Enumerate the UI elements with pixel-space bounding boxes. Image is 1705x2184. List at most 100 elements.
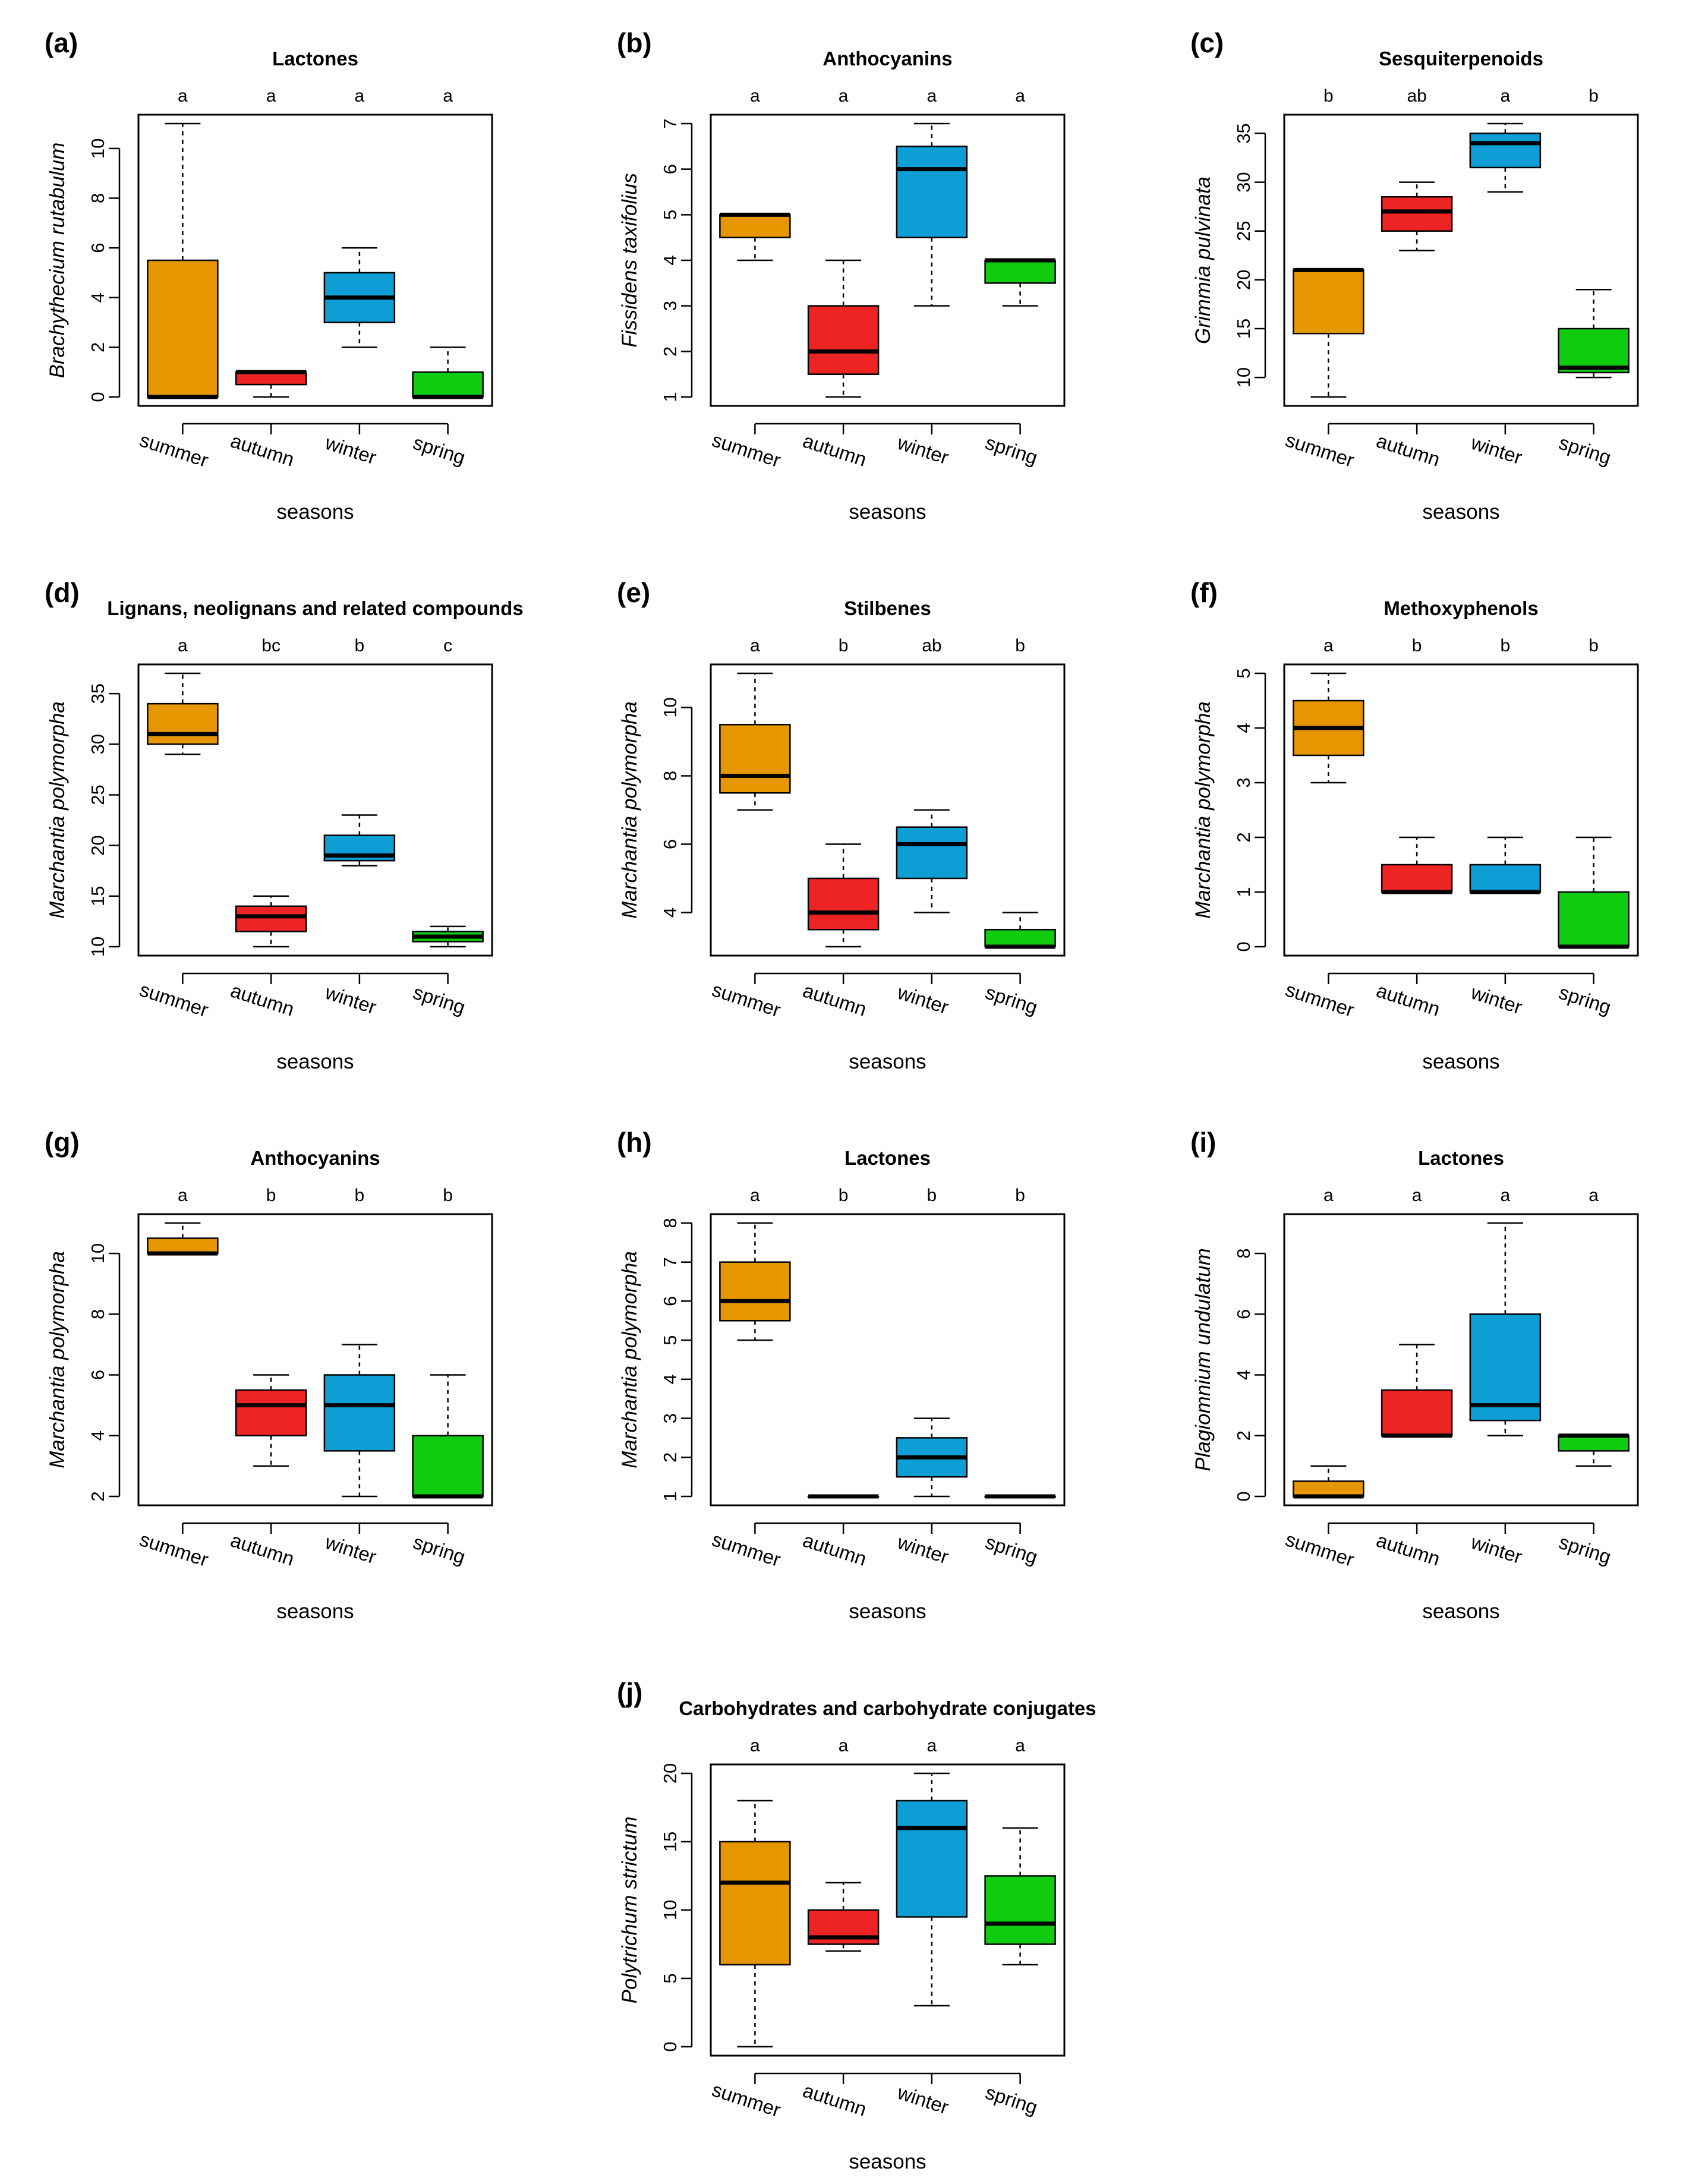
x-category-label: autumn bbox=[801, 979, 869, 1020]
x-category-label: spring bbox=[983, 1531, 1041, 1568]
significance-letter: a bbox=[839, 86, 849, 106]
significance-letter: a bbox=[1501, 86, 1511, 106]
box-autumn bbox=[1381, 1389, 1453, 1437]
panel-e: (e) Stilbenes 4 6 8 10 Marchantia polymorpha se… bbox=[617, 577, 1066, 1073]
y-tick-label: 30 bbox=[1233, 172, 1254, 192]
y-tick-label: 20 bbox=[87, 835, 108, 855]
x-category-label: spring bbox=[1556, 1531, 1614, 1568]
panel-label: (b) bbox=[617, 27, 652, 58]
panel-title: Anthocyanins bbox=[250, 1147, 380, 1169]
panel-label: (c) bbox=[1190, 27, 1224, 58]
significance-letter: b bbox=[1589, 86, 1599, 106]
y-tick-label: 8 bbox=[87, 193, 108, 203]
y-tick-label: 15 bbox=[1233, 319, 1254, 339]
significance-letter: a bbox=[355, 86, 365, 106]
panel-title: Lactones bbox=[844, 1147, 931, 1169]
panel-label: (h) bbox=[617, 1127, 652, 1158]
x-category-label: winter bbox=[322, 981, 379, 1019]
y-tick-label: 8 bbox=[660, 1218, 680, 1228]
x-category-label: winter bbox=[1468, 1531, 1525, 1568]
box-spring bbox=[412, 1435, 484, 1498]
y-tick-label: 4 bbox=[87, 1430, 108, 1441]
y-tick-label: 7 bbox=[660, 118, 680, 128]
y-tick-label: 10 bbox=[87, 138, 108, 159]
panel-i: (i) Lactones 0 2 4 6 8 Plagiomnium undulatum sea… bbox=[1190, 1127, 1639, 1623]
significance-letter: b bbox=[839, 636, 849, 655]
significance-letter: b bbox=[355, 1186, 365, 1205]
significance-letter: a bbox=[1323, 1186, 1334, 1205]
box-summer bbox=[719, 1841, 791, 1966]
box-winter bbox=[323, 1374, 396, 1452]
x-category-label: autumn bbox=[1374, 1529, 1443, 1570]
panel-label: (a) bbox=[45, 27, 78, 58]
panel-f: (f) Methoxyphenols 0 1 2 3 4 5 Marchantia polymo… bbox=[1190, 577, 1639, 1073]
box-spring bbox=[1558, 1435, 1630, 1452]
significance-letter: b bbox=[355, 636, 365, 655]
y-tick-label: 30 bbox=[87, 734, 108, 754]
x-axis-label: seasons bbox=[1422, 1050, 1499, 1073]
significance-letter: a bbox=[1501, 1186, 1511, 1205]
box-winter bbox=[896, 146, 968, 238]
significance-letter: a bbox=[266, 86, 276, 106]
x-axis-label: seasons bbox=[276, 500, 354, 524]
x-axis-label: seasons bbox=[849, 500, 926, 524]
y-tick-label: 6 bbox=[660, 839, 680, 849]
plot-frame bbox=[137, 114, 493, 407]
plot-frame bbox=[137, 1213, 493, 1507]
box-summer bbox=[147, 702, 219, 745]
panel-label: (d) bbox=[45, 577, 80, 608]
x-axis-label: seasons bbox=[849, 1600, 926, 1623]
significance-letter: a bbox=[178, 1186, 188, 1205]
x-category-label: summer bbox=[1283, 428, 1357, 471]
y-tick-label: 4 bbox=[1233, 723, 1254, 733]
plot-frame bbox=[1283, 114, 1639, 407]
y-axis-label: Marchantia polymorpha bbox=[618, 1251, 641, 1468]
box-autumn bbox=[807, 877, 880, 931]
x-category-label: summer bbox=[137, 978, 212, 1021]
x-axis-label: seasons bbox=[1422, 1600, 1499, 1623]
y-tick-label: 3 bbox=[1233, 777, 1254, 787]
box-summer bbox=[719, 1261, 791, 1322]
significance-letter: a bbox=[1015, 1736, 1025, 1756]
x-category-label: summer bbox=[1283, 1528, 1357, 1571]
y-tick-label: 1 bbox=[660, 392, 680, 402]
box-winter bbox=[896, 826, 968, 880]
x-category-label: spring bbox=[983, 981, 1041, 1019]
x-category-label: summer bbox=[710, 1528, 784, 1571]
significance-letter: a bbox=[750, 1736, 760, 1756]
y-tick-label: 4 bbox=[1233, 1370, 1254, 1380]
panel-title: Lignans, neolignans and related compound… bbox=[107, 597, 523, 619]
significance-letter: b bbox=[1589, 636, 1599, 655]
y-tick-label: 5 bbox=[660, 1335, 680, 1345]
box-autumn bbox=[1381, 863, 1453, 893]
box-summer bbox=[147, 259, 219, 398]
y-tick-label: 20 bbox=[1233, 270, 1254, 290]
y-axis-label: Marchantia polymorpha bbox=[618, 701, 641, 919]
box-winter bbox=[896, 1799, 968, 1918]
significance-letter: b bbox=[1015, 636, 1025, 655]
y-axis-label: Brachythecium rutabulum bbox=[46, 143, 69, 379]
panel-b: (b) Anthocyanins 1 2 3 4 5 6 7 Fissidens taxifoli… bbox=[617, 27, 1066, 524]
x-category-label: summer bbox=[710, 428, 784, 471]
x-category-label: spring bbox=[411, 981, 468, 1019]
box-spring bbox=[984, 929, 1056, 948]
significance-letter: a bbox=[178, 86, 188, 106]
box-autumn bbox=[235, 1389, 307, 1437]
x-category-label: spring bbox=[1556, 431, 1614, 469]
significance-letter: a bbox=[927, 86, 937, 106]
significance-letter: a bbox=[1412, 1186, 1422, 1205]
y-tick-label: 5 bbox=[660, 1973, 680, 1983]
y-tick-label: 2 bbox=[1233, 832, 1254, 842]
panel-label: (j) bbox=[617, 1677, 642, 1708]
box-spring bbox=[984, 259, 1056, 284]
x-category-label: autumn bbox=[801, 1529, 869, 1570]
y-tick-label: 15 bbox=[87, 886, 108, 906]
y-axis-label: Fissidens taxifolius bbox=[618, 173, 641, 348]
significance-letter: b bbox=[1501, 636, 1511, 655]
y-tick-label: 4 bbox=[660, 907, 680, 918]
panel-label: (g) bbox=[45, 1127, 80, 1158]
y-tick-label: 25 bbox=[87, 784, 108, 805]
plot-frame bbox=[1283, 1213, 1639, 1507]
panel-title: Lactones bbox=[1418, 1147, 1504, 1169]
